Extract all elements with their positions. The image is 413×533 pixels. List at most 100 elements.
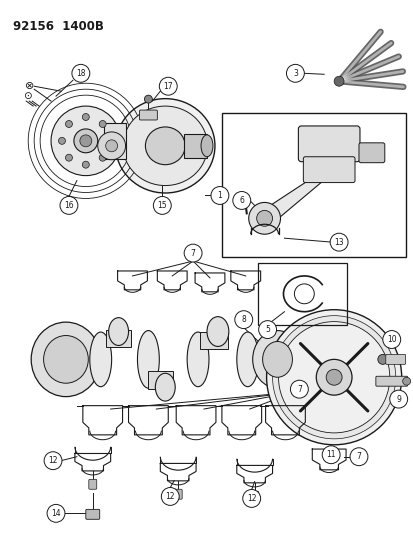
Circle shape xyxy=(51,106,120,175)
Circle shape xyxy=(65,120,72,127)
Circle shape xyxy=(382,330,400,349)
Text: 17: 17 xyxy=(163,82,173,91)
Text: 13: 13 xyxy=(333,238,343,247)
Circle shape xyxy=(144,95,152,103)
Circle shape xyxy=(82,161,89,168)
FancyBboxPatch shape xyxy=(88,479,97,489)
FancyBboxPatch shape xyxy=(298,126,359,161)
Text: 18: 18 xyxy=(76,69,85,78)
Circle shape xyxy=(106,138,113,144)
Ellipse shape xyxy=(43,336,88,383)
Ellipse shape xyxy=(137,330,159,388)
Circle shape xyxy=(286,64,304,82)
Circle shape xyxy=(58,138,65,144)
Text: 12: 12 xyxy=(165,492,175,501)
Circle shape xyxy=(60,197,78,214)
Circle shape xyxy=(258,321,276,338)
Circle shape xyxy=(242,489,260,507)
Text: 16: 16 xyxy=(64,201,74,210)
Circle shape xyxy=(321,446,339,464)
Ellipse shape xyxy=(252,330,301,388)
Ellipse shape xyxy=(187,332,209,386)
Ellipse shape xyxy=(236,332,258,386)
Circle shape xyxy=(266,310,401,445)
FancyBboxPatch shape xyxy=(385,354,405,365)
FancyBboxPatch shape xyxy=(295,348,343,372)
Circle shape xyxy=(377,354,387,365)
Circle shape xyxy=(47,504,65,522)
Ellipse shape xyxy=(90,332,112,386)
Circle shape xyxy=(159,77,177,95)
Circle shape xyxy=(105,140,117,152)
Text: ⊙: ⊙ xyxy=(23,91,31,101)
Bar xyxy=(148,372,173,389)
Text: 92156  1400B: 92156 1400B xyxy=(13,20,104,33)
Ellipse shape xyxy=(115,99,214,193)
Text: 7: 7 xyxy=(296,385,301,394)
Circle shape xyxy=(256,211,272,227)
Circle shape xyxy=(99,154,106,161)
FancyBboxPatch shape xyxy=(358,143,384,163)
FancyBboxPatch shape xyxy=(303,157,354,183)
FancyBboxPatch shape xyxy=(250,491,258,501)
Text: ⊗: ⊗ xyxy=(24,81,34,91)
Text: 12: 12 xyxy=(246,494,256,503)
Ellipse shape xyxy=(145,127,185,165)
Circle shape xyxy=(248,203,280,234)
Ellipse shape xyxy=(123,106,207,185)
Text: 9: 9 xyxy=(395,394,400,403)
Bar xyxy=(257,263,346,325)
Ellipse shape xyxy=(108,318,128,345)
Circle shape xyxy=(74,129,97,153)
Text: 14: 14 xyxy=(51,509,61,518)
Circle shape xyxy=(389,390,407,408)
Circle shape xyxy=(161,488,179,505)
Circle shape xyxy=(72,64,90,82)
Bar xyxy=(199,332,227,350)
Text: 11: 11 xyxy=(325,450,335,459)
Polygon shape xyxy=(184,134,206,158)
Ellipse shape xyxy=(206,317,228,346)
Circle shape xyxy=(80,135,92,147)
Text: 15: 15 xyxy=(157,201,167,210)
Circle shape xyxy=(82,114,89,120)
Circle shape xyxy=(325,369,341,385)
Bar xyxy=(103,123,125,159)
Polygon shape xyxy=(250,176,328,219)
Ellipse shape xyxy=(31,322,100,397)
Circle shape xyxy=(65,154,72,161)
Text: 10: 10 xyxy=(386,335,396,344)
Circle shape xyxy=(290,380,308,398)
Circle shape xyxy=(211,187,228,205)
Ellipse shape xyxy=(155,373,175,401)
Bar xyxy=(105,329,130,348)
Text: 8: 8 xyxy=(241,315,246,324)
Circle shape xyxy=(349,448,367,466)
Ellipse shape xyxy=(201,135,212,157)
Circle shape xyxy=(153,197,171,214)
Text: 7: 7 xyxy=(356,452,361,461)
Circle shape xyxy=(241,193,247,199)
Ellipse shape xyxy=(262,342,292,377)
Circle shape xyxy=(184,244,202,262)
Circle shape xyxy=(330,233,347,251)
Circle shape xyxy=(316,359,351,395)
Circle shape xyxy=(272,316,395,439)
Text: 5: 5 xyxy=(264,325,269,334)
FancyBboxPatch shape xyxy=(174,489,182,499)
Text: 1: 1 xyxy=(217,191,222,200)
Circle shape xyxy=(99,120,106,127)
Circle shape xyxy=(402,377,410,385)
Circle shape xyxy=(333,76,343,86)
Circle shape xyxy=(234,311,252,328)
Text: 3: 3 xyxy=(292,69,297,78)
Circle shape xyxy=(44,452,62,470)
FancyBboxPatch shape xyxy=(85,510,100,519)
Circle shape xyxy=(232,191,250,209)
Text: 6: 6 xyxy=(239,196,244,205)
Text: 7: 7 xyxy=(190,248,195,257)
Circle shape xyxy=(278,321,389,433)
Bar xyxy=(221,113,405,257)
Text: 12: 12 xyxy=(48,456,58,465)
FancyBboxPatch shape xyxy=(375,376,407,386)
